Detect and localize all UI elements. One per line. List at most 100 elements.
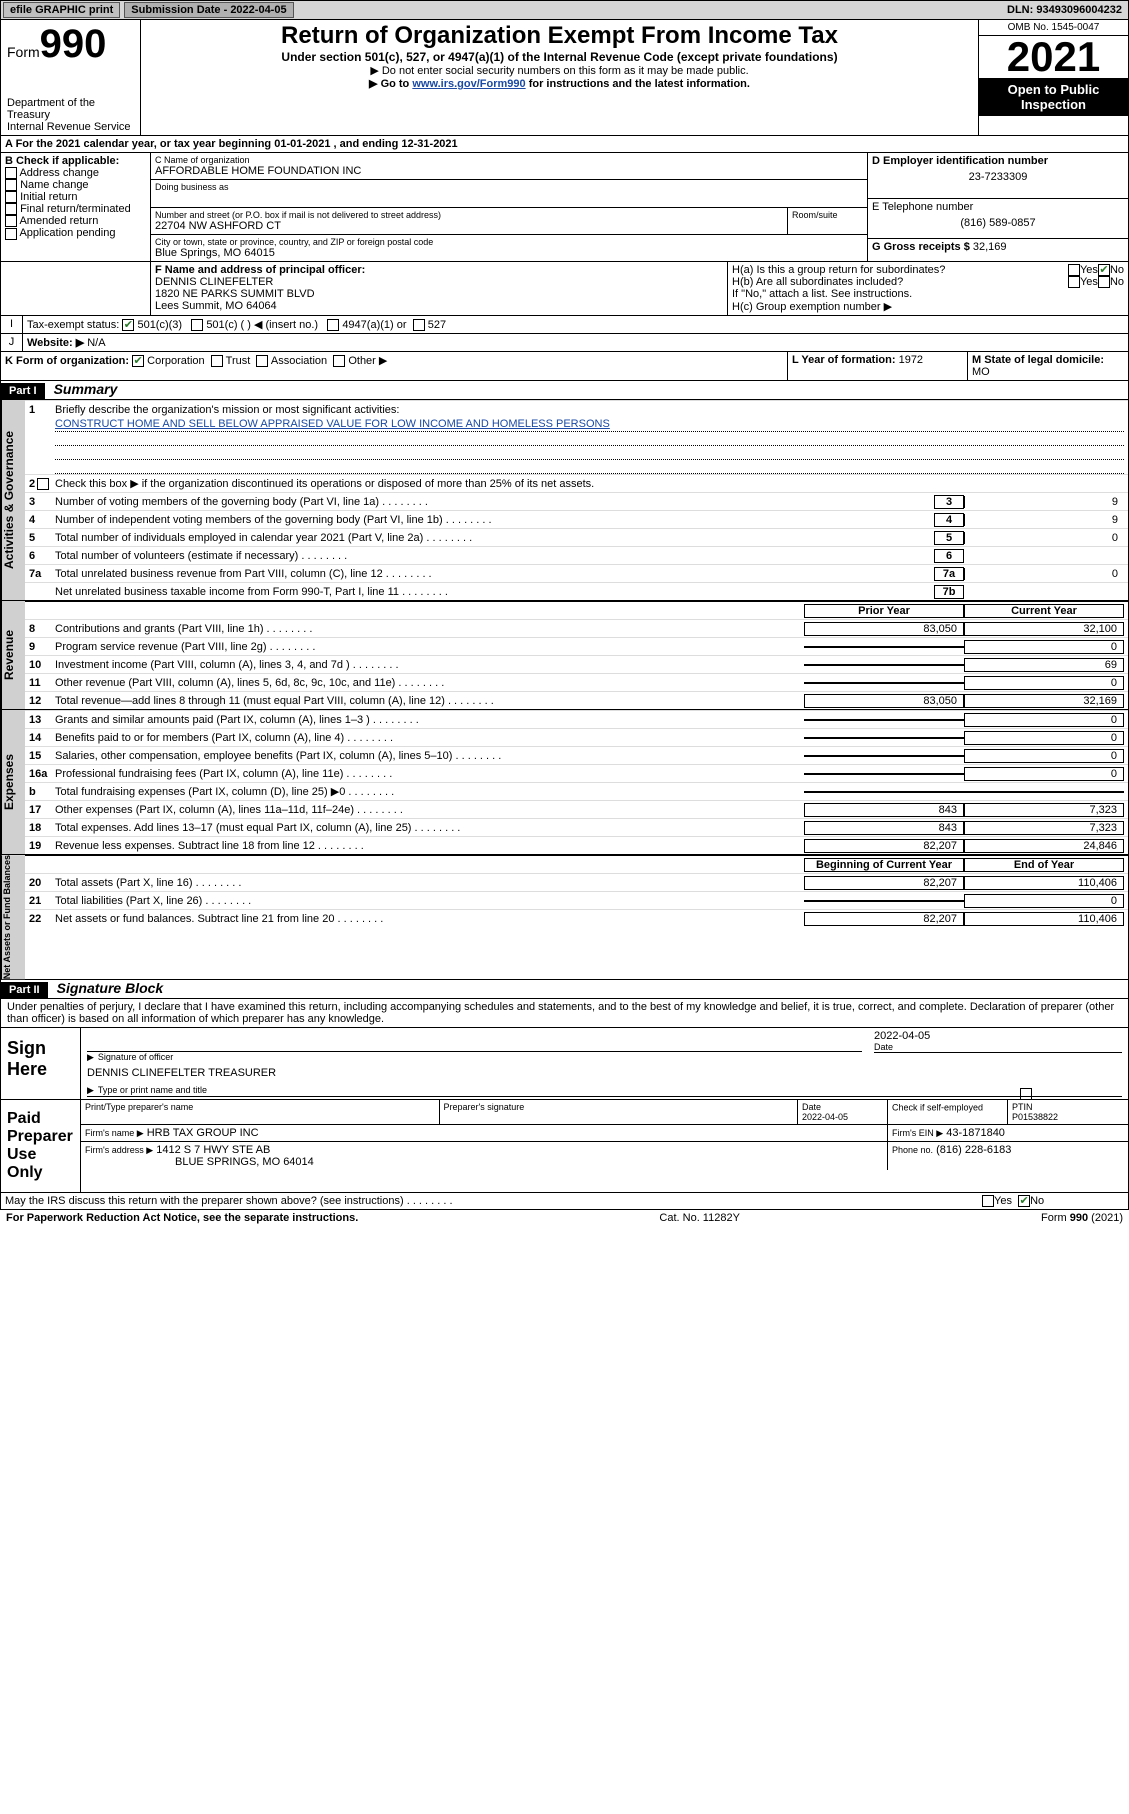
signature-line[interactable]	[87, 1030, 862, 1052]
preparer-date: 2022-04-05	[802, 1112, 883, 1122]
check-final-return[interactable]	[5, 203, 17, 215]
opt-501c3: 501(c)(3)	[137, 319, 182, 331]
box-e-label: E Telephone number	[872, 201, 1124, 213]
check-amended-return[interactable]	[5, 215, 17, 227]
period-label-a: A For the 2021 calendar year, or tax yea…	[5, 138, 274, 150]
line2-text: Check this box ▶ if the organization dis…	[55, 478, 594, 490]
street-label: Number and street (or P.O. box if mail i…	[155, 210, 783, 220]
box-d-label: D Employer identification number	[872, 155, 1124, 167]
check-trust[interactable]	[211, 355, 223, 367]
check-4947[interactable]	[327, 319, 339, 331]
box-f-label: F Name and address of principal officer:	[155, 264, 723, 276]
form-org-row: K Form of organization: Corporation Trus…	[0, 352, 1129, 381]
officer-name-typed: DENNIS CLINEFELTER TREASURER	[87, 1067, 1122, 1085]
efile-print-button[interactable]: efile GRAPHIC print	[3, 2, 120, 18]
table-row: 18Total expenses. Add lines 13–17 (must …	[25, 818, 1128, 836]
check-501c3[interactable]	[122, 319, 134, 331]
col-prior-year: Prior Year	[804, 604, 964, 618]
table-row: Net unrelated business taxable income fr…	[25, 582, 1128, 600]
col-beginning: Beginning of Current Year	[804, 858, 964, 872]
table-row: 9Program service revenue (Part VIII, lin…	[25, 637, 1128, 655]
date-label: Date	[874, 1042, 1122, 1053]
firm-phone: (816) 228-6183	[936, 1144, 1011, 1156]
footer-right: Form 990 (2021)	[1041, 1212, 1123, 1224]
opt-527: 527	[428, 319, 446, 331]
firm-addr-label: Firm's address ▶	[85, 1145, 153, 1155]
website-row: J Website: ▶ N/A	[0, 334, 1129, 352]
submission-date-button[interactable]: Submission Date - 2022-04-05	[124, 2, 293, 18]
discuss-label: May the IRS discuss this return with the…	[5, 1195, 404, 1207]
form-label: Form	[7, 44, 40, 60]
phone-value: (816) 589-0857	[872, 217, 1124, 229]
form-number: Form990	[7, 22, 134, 67]
org-info-block: B Check if applicable: Address change Na…	[0, 153, 1129, 262]
table-row: 17Other expenses (Part IX, column (A), l…	[25, 800, 1128, 818]
self-employed-label: Check if self-employed	[892, 1103, 983, 1113]
period-begin: 01-01-2021	[274, 138, 330, 150]
website-value: N/A	[87, 337, 105, 349]
form-990-number: 990	[40, 22, 107, 66]
check-527[interactable]	[413, 319, 425, 331]
check-corporation[interactable]	[132, 355, 144, 367]
check-501c[interactable]	[191, 319, 203, 331]
check-name-change[interactable]	[5, 179, 17, 191]
expenses-section: Expenses 13Grants and similar amounts pa…	[0, 710, 1129, 855]
table-row: 19Revenue less expenses. Subtract line 1…	[25, 836, 1128, 854]
discuss-row: May the IRS discuss this return with the…	[0, 1193, 1129, 1210]
footer-form-pre: Form	[1041, 1212, 1070, 1224]
check-discuss-no[interactable]	[1018, 1195, 1030, 1207]
firm-addr1: 1412 S 7 HWY STE AB	[156, 1144, 270, 1156]
check-ha-yes[interactable]	[1068, 264, 1080, 276]
self-employed-check: Check if self-employed	[888, 1100, 1008, 1124]
check-initial-return[interactable]	[5, 191, 17, 203]
check-application-pending[interactable]	[5, 228, 17, 240]
part-i-label: Part I	[1, 383, 45, 399]
box-l-label: L Year of formation:	[792, 354, 896, 366]
footer-left: For Paperwork Reduction Act Notice, see …	[6, 1212, 358, 1224]
check-ha-no[interactable]	[1098, 264, 1110, 276]
penalties-text: Under penalties of perjury, I declare th…	[0, 999, 1129, 1028]
part-ii-title: Signature Block	[51, 980, 164, 996]
check-discontinued[interactable]	[37, 478, 49, 490]
activities-governance: Activities & Governance 1Briefly describ…	[0, 400, 1129, 601]
ptin-value: P01538822	[1012, 1112, 1124, 1122]
check-hb-no[interactable]	[1098, 276, 1110, 288]
opt-name-change: Name change	[20, 179, 89, 191]
discuss-dots	[407, 1195, 453, 1207]
check-hb-yes[interactable]	[1068, 276, 1080, 288]
form-title: Return of Organization Exempt From Incom…	[149, 22, 970, 50]
mission-text: CONSTRUCT HOME AND SELL BELOW APPRAISED …	[55, 418, 1124, 432]
check-association[interactable]	[256, 355, 268, 367]
box-m-label: M State of legal domicile:	[972, 354, 1104, 366]
box-c-name-label: C Name of organization	[155, 155, 863, 165]
dln-label: DLN: 93493096004232	[1007, 4, 1122, 16]
check-self-employed[interactable]	[1020, 1088, 1032, 1100]
footer-form-post: (2021)	[1088, 1212, 1123, 1224]
org-city: Blue Springs, MO 64015	[155, 247, 863, 259]
table-row: 20Total assets (Part X, line 16)82,20711…	[25, 873, 1128, 891]
firm-ein: 43-1871840	[946, 1127, 1005, 1139]
h-b-label: H(b) Are all subordinates included?	[732, 276, 1068, 288]
page-footer: For Paperwork Reduction Act Notice, see …	[0, 1210, 1129, 1226]
room-label: Room/suite	[792, 210, 863, 220]
box-k-label: K Form of organization:	[5, 355, 129, 367]
check-discuss-yes[interactable]	[982, 1195, 994, 1207]
box-j-label: Website: ▶	[27, 337, 84, 349]
period-label-mid: , and ending	[334, 138, 402, 150]
ein-value: 23-7233309	[872, 171, 1124, 183]
table-row: bTotal fundraising expenses (Part IX, co…	[25, 782, 1128, 800]
check-other[interactable]	[333, 355, 345, 367]
paid-preparer-block: Paid Preparer Use Only Print/Type prepar…	[0, 1100, 1129, 1193]
form-header: Form990 Department of the Treasury Inter…	[0, 20, 1129, 136]
table-row: 13Grants and similar amounts paid (Part …	[25, 710, 1128, 728]
open-public-badge: Open to Public Inspection	[979, 78, 1128, 116]
col-end: End of Year	[964, 858, 1124, 872]
box-i-label: Tax-exempt status:	[27, 319, 119, 331]
tax-year: 2021	[979, 36, 1128, 78]
form990-link[interactable]: www.irs.gov/Form990	[412, 78, 525, 90]
box-b-label: B Check if applicable:	[5, 155, 146, 167]
top-toolbar: efile GRAPHIC print Submission Date - 20…	[0, 0, 1129, 20]
table-row: 8Contributions and grants (Part VIII, li…	[25, 619, 1128, 637]
check-address-change[interactable]	[5, 167, 17, 179]
vtab-governance: Activities & Governance	[1, 400, 25, 600]
